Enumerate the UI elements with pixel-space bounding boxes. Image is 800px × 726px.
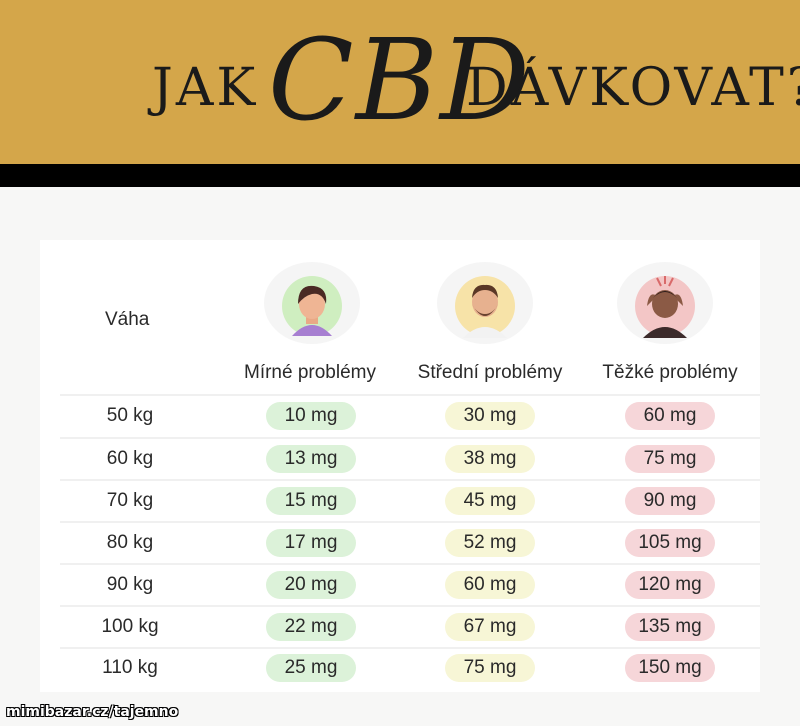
dose-mild: 22 mg [266,613,356,641]
weight-cell: 100 kg [101,616,159,637]
dose-mild: 17 mg [266,529,356,557]
dose-moderate: 30 mg [445,402,535,430]
dose-moderate: 60 mg [445,571,535,599]
column-header-mild: Mírné problémy [244,362,376,383]
weight-header: Váha [105,309,150,330]
weight-cell: 110 kg [102,657,158,678]
title-jak: JAK [152,58,259,118]
row-divider [60,521,760,523]
dose-mild: 15 mg [266,487,356,515]
dose-severe: 60 mg [625,402,715,430]
dose-severe: 135 mg [625,613,715,641]
row-divider [60,605,760,607]
column-header-severe: Těžké problémy [602,362,738,383]
row-divider [60,563,760,565]
row-divider [60,479,760,481]
man-bearded-icon [437,262,533,344]
dose-moderate: 67 mg [445,613,535,641]
dose-severe: 150 mg [625,654,715,682]
weight-cell: 70 kg [106,490,154,511]
weight-cell: 60 kg [106,448,154,469]
title-banner: JAK CBD DÁVKOVAT? [0,0,800,164]
dose-mild: 25 mg [266,654,356,682]
woman-calm-icon [264,262,360,344]
person-headache-icon [617,262,713,344]
dose-mild: 10 mg [266,402,356,430]
dose-moderate: 75 mg [445,654,535,682]
weight-cell: 50 kg [106,405,154,426]
watermark: mimibazar.cz/tajemno [6,704,179,720]
row-divider [60,647,760,649]
dose-moderate: 52 mg [445,529,535,557]
dose-severe: 90 mg [625,487,715,515]
dose-moderate: 38 mg [445,445,535,473]
title-cbd: CBD [268,16,532,146]
dose-moderate: 45 mg [445,487,535,515]
dose-severe: 75 mg [625,445,715,473]
dose-mild: 13 mg [266,445,356,473]
title-davkovat: DÁVKOVAT? [466,58,800,118]
banner-divider [0,164,800,187]
row-divider [60,394,760,396]
weight-cell: 80 kg [106,532,154,553]
column-header-moderate: Střední problémy [417,362,563,383]
dose-severe: 105 mg [625,529,715,557]
dose-severe: 120 mg [625,571,715,599]
weight-cell: 90 kg [106,574,154,595]
dose-mild: 20 mg [266,571,356,599]
row-divider [60,437,760,439]
